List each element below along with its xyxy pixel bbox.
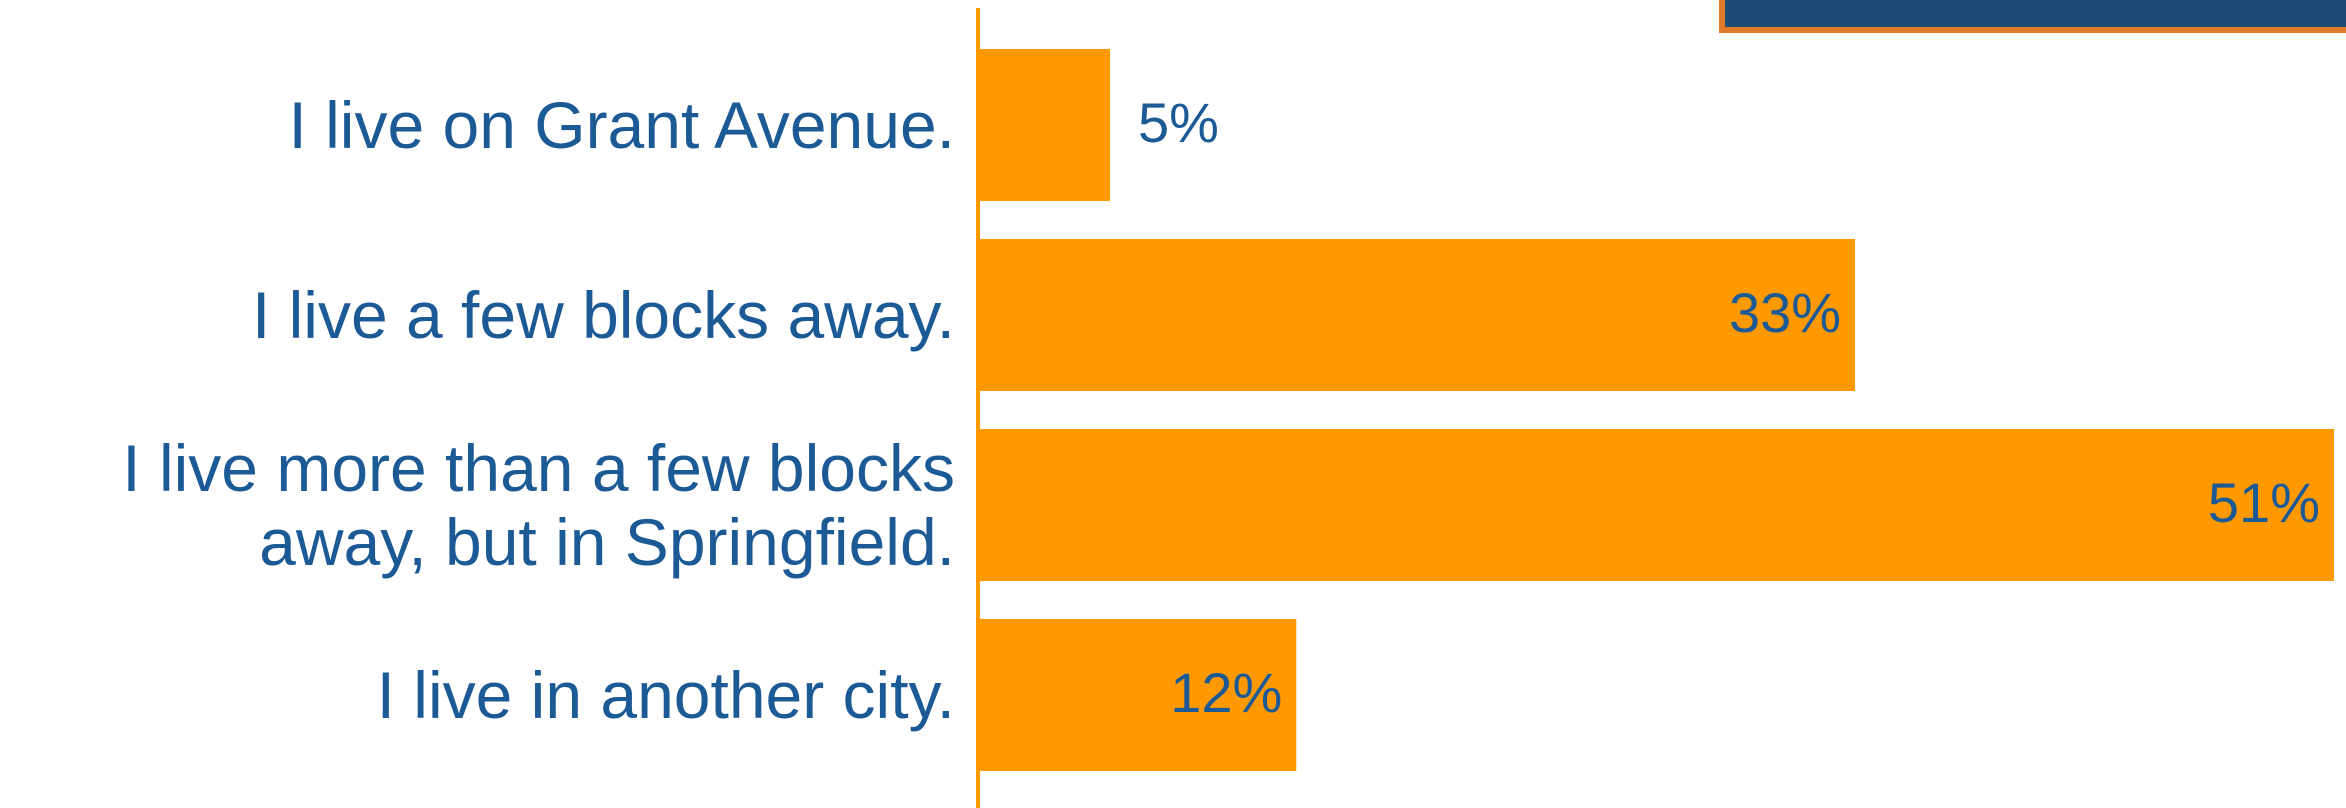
bar (977, 429, 2334, 581)
category-label: I live a few blocks away. (0, 220, 955, 410)
value-label: 12% (1170, 661, 1282, 724)
value-label: 51% (2208, 471, 2320, 534)
bar (977, 239, 1856, 391)
category-label: I live on Grant Avenue. (0, 30, 955, 220)
bar (977, 49, 1111, 201)
category-label: I live more than a few blocks away, but … (0, 410, 955, 600)
category-text: I live a few blocks away. (251, 278, 955, 352)
value-label: 5% (1138, 91, 1219, 154)
header-box (1719, 0, 2346, 33)
bar (977, 619, 1297, 771)
value-label: 33% (1729, 281, 1841, 344)
category-label: I live in another city. (0, 600, 955, 790)
category-text: I live in another city. (376, 658, 955, 732)
category-text: I live more than a few blocks away, but … (122, 431, 955, 579)
category-text: I live on Grant Avenue. (288, 88, 955, 162)
